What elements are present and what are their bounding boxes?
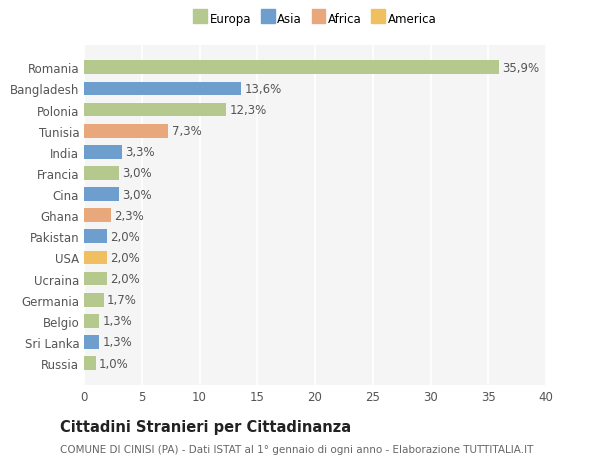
Bar xyxy=(84,272,107,286)
Bar xyxy=(84,83,241,96)
Text: 2,3%: 2,3% xyxy=(114,209,144,222)
Bar xyxy=(84,230,107,244)
Text: 13,6%: 13,6% xyxy=(245,83,282,96)
Bar xyxy=(84,336,99,349)
Bar xyxy=(84,167,119,180)
Bar xyxy=(84,314,99,328)
Text: Cittadini Stranieri per Cittadinanza: Cittadini Stranieri per Cittadinanza xyxy=(60,419,351,434)
Legend: Europa, Asia, Africa, America: Europa, Asia, Africa, America xyxy=(191,11,439,29)
Bar xyxy=(84,103,226,117)
Bar xyxy=(84,124,169,138)
Bar xyxy=(84,357,95,370)
Text: 1,3%: 1,3% xyxy=(103,314,132,328)
Text: 3,0%: 3,0% xyxy=(122,167,152,180)
Text: 1,3%: 1,3% xyxy=(103,336,132,349)
Text: COMUNE DI CINISI (PA) - Dati ISTAT al 1° gennaio di ogni anno - Elaborazione TUT: COMUNE DI CINISI (PA) - Dati ISTAT al 1°… xyxy=(60,444,533,454)
Text: 1,0%: 1,0% xyxy=(99,357,129,370)
Text: 3,3%: 3,3% xyxy=(125,146,155,159)
Text: 3,0%: 3,0% xyxy=(122,188,152,201)
Text: 35,9%: 35,9% xyxy=(502,62,539,75)
Text: 2,0%: 2,0% xyxy=(110,252,140,264)
Text: 2,0%: 2,0% xyxy=(110,230,140,243)
Text: 12,3%: 12,3% xyxy=(230,104,267,117)
Bar xyxy=(84,62,499,75)
Bar xyxy=(84,293,104,307)
Text: 2,0%: 2,0% xyxy=(110,273,140,285)
Text: 7,3%: 7,3% xyxy=(172,125,202,138)
Bar xyxy=(84,209,110,223)
Bar xyxy=(84,146,122,159)
Bar xyxy=(84,251,107,265)
Bar xyxy=(84,188,119,202)
Text: 1,7%: 1,7% xyxy=(107,294,137,307)
